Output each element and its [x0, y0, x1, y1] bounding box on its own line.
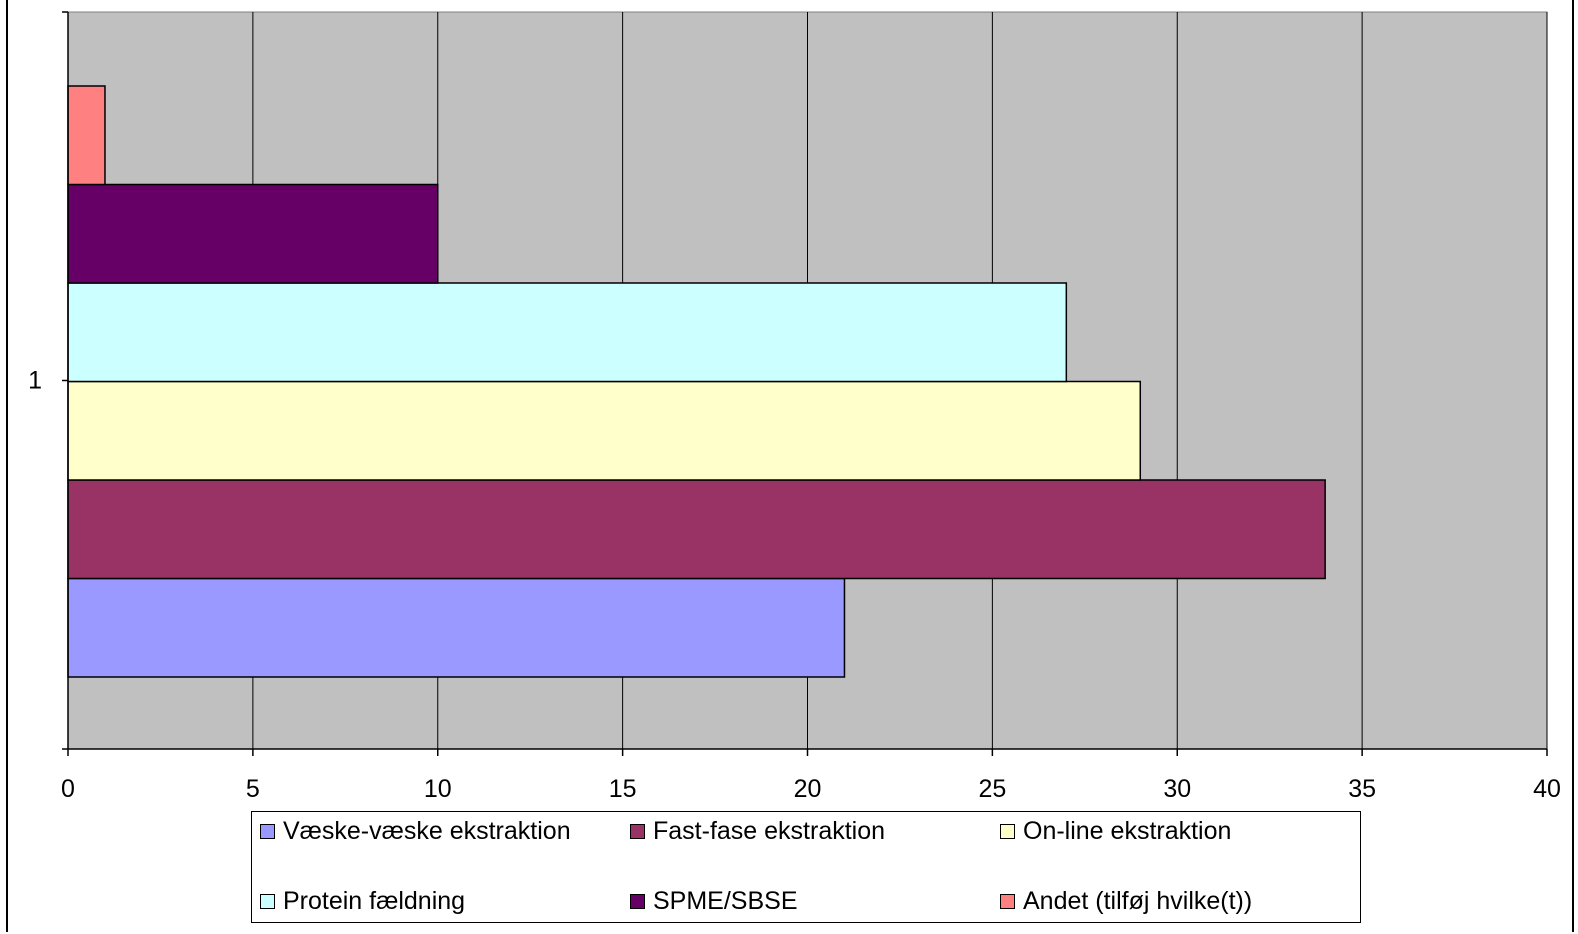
legend-swatch — [260, 823, 275, 839]
x-tick-label-1: 5 — [246, 775, 260, 803]
legend-item: On-line ekstraktion — [1000, 816, 1231, 846]
legend-item: Væske-væske ekstraktion — [260, 816, 571, 846]
legend-swatch — [1000, 823, 1015, 839]
bar-1 — [67, 479, 1326, 580]
legend: Væske-væske ekstraktion Fast-fase ekstrak… — [251, 811, 1361, 923]
bar-5 — [67, 85, 106, 186]
legend-label: SPME/SBSE — [653, 886, 798, 915]
x-tick-label-6: 30 — [1163, 775, 1191, 803]
axes-group: 10 5 10 15 20 25 30 35 40 — [28, 11, 1561, 803]
y-tick-label: 1 — [28, 367, 42, 395]
legend-item: Protein fældning — [260, 886, 465, 916]
chart-frame — [6, 0, 1574, 932]
legend-label: Fast-fase ekstraktion — [653, 816, 886, 845]
legend-item: Andet (tilføj hvilke(t)) — [1000, 886, 1252, 916]
bar-4 — [67, 183, 439, 284]
x-tick-label-3: 15 — [609, 775, 637, 803]
bar-0 — [67, 577, 846, 678]
bar-2 — [67, 380, 1142, 481]
legend-swatch — [260, 893, 275, 909]
x-tick-label-0: 0 — [61, 775, 75, 803]
legend-label: Andet (tilføj hvilke(t)) — [1023, 886, 1253, 915]
bar-3 — [67, 282, 1068, 383]
legend-swatch — [1000, 893, 1015, 909]
x-tick-label-2: 10 — [424, 775, 452, 803]
legend-swatch — [630, 893, 645, 909]
x-tick-label-7: 35 — [1348, 775, 1376, 803]
x-tick-label-5: 25 — [978, 775, 1006, 803]
bars-group — [67, 85, 1326, 678]
x-tick-label-4: 20 — [794, 775, 822, 803]
legend-label: On-line ekstraktion — [1023, 816, 1232, 845]
legend-swatch — [630, 823, 645, 839]
legend-item: Fast-fase ekstraktion — [630, 816, 885, 846]
legend-item: SPME/SBSE — [630, 886, 798, 916]
x-tick-label-8: 40 — [1533, 775, 1561, 803]
legend-label: Protein fældning — [283, 886, 466, 915]
legend-label: Væske-væske ekstraktion — [283, 816, 571, 845]
